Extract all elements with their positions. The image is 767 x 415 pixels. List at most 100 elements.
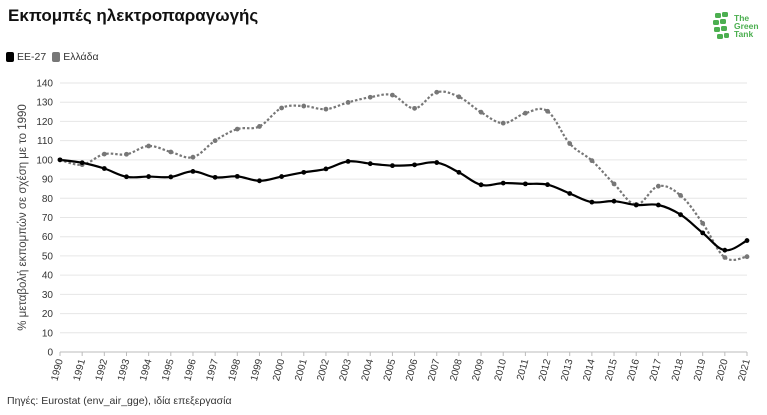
x-tick-label: 2015 (604, 358, 620, 383)
series-line-greece (59, 90, 748, 262)
y-tick-label: 30 (42, 290, 54, 301)
data-point-greece[interactable] (124, 151, 129, 157)
data-point-eu27[interactable] (655, 202, 661, 208)
data-point-greece[interactable] (500, 120, 506, 126)
legend-label-eu27: ΕΕ-27 (17, 51, 47, 63)
x-tick-label: 2001 (293, 358, 309, 383)
data-point-greece[interactable] (168, 149, 174, 155)
y-tick-label: 90 (42, 175, 54, 186)
x-tick-label: 1991 (72, 358, 88, 383)
x-tick-label: 1992 (94, 358, 110, 383)
data-point-eu27[interactable] (678, 212, 683, 218)
x-tick-label: 2020 (714, 358, 730, 383)
source-note: Πηγές: Eurostat (env_air_gge), ιδία επεξ… (7, 395, 232, 407)
data-point-eu27[interactable] (434, 160, 440, 165)
data-point-eu27[interactable] (478, 182, 484, 188)
data-point-greece[interactable] (279, 105, 285, 111)
y-tick-labels: 0 10 20 30 40 50 60 70 80 90 100 110 120 130 140 (36, 79, 53, 359)
series-points (57, 89, 750, 260)
data-point-greece[interactable] (234, 126, 240, 132)
data-point-eu27[interactable] (456, 169, 462, 175)
y-tick-label: 50 (42, 251, 54, 262)
data-point-greece[interactable] (722, 255, 728, 260)
y-tick-label: 140 (36, 79, 53, 90)
x-tick-label: 2000 (271, 358, 287, 383)
data-point-eu27[interactable] (323, 166, 329, 172)
data-point-eu27[interactable] (212, 174, 218, 180)
data-point-greece[interactable] (589, 158, 595, 164)
data-point-eu27[interactable] (190, 168, 196, 174)
x-tick-label: 2009 (471, 358, 487, 383)
y-tick-label: 20 (42, 309, 54, 320)
data-point-eu27[interactable] (234, 173, 240, 179)
logo-wordmark: The Green Tank (734, 13, 759, 39)
data-point-eu27[interactable] (101, 166, 107, 171)
x-tick-label: 2005 (382, 358, 398, 383)
data-point-greece[interactable] (611, 181, 617, 187)
data-point-eu27[interactable] (257, 178, 262, 184)
data-point-eu27[interactable] (633, 202, 639, 208)
data-point-greece[interactable] (345, 100, 351, 105)
x-tick-label: 2018 (670, 358, 686, 383)
data-point-greece[interactable] (367, 94, 373, 100)
legend-item-eu27[interactable]: ΕΕ-27 (6, 51, 46, 63)
data-point-eu27[interactable] (301, 169, 307, 175)
data-point-eu27[interactable] (522, 181, 528, 187)
data-point-eu27[interactable] (500, 180, 506, 186)
x-tick-label: 2007 (426, 358, 442, 383)
data-point-greece[interactable] (478, 109, 484, 115)
data-point-eu27[interactable] (545, 182, 550, 188)
x-tick-label: 2010 (493, 358, 509, 383)
x-tick-label: 1996 (182, 358, 198, 383)
legend-item-greece[interactable]: Ελλάδα (52, 51, 99, 63)
data-point-greece[interactable] (456, 94, 462, 100)
y-tick-label: 60 (42, 232, 54, 243)
data-point-greece[interactable] (146, 143, 152, 149)
data-point-greece[interactable] (212, 138, 218, 144)
data-point-greece[interactable] (301, 103, 307, 109)
x-tick-label: 1997 (205, 358, 221, 383)
data-point-greece[interactable] (390, 92, 395, 98)
data-point-eu27[interactable] (124, 174, 129, 180)
x-tick-labels: 1990 1991 1992 1993 1994 1995 1996 1997 1998 1999… (50, 352, 753, 382)
data-point-greece[interactable] (545, 108, 550, 114)
data-point-eu27[interactable] (57, 157, 63, 163)
data-point-greece[interactable] (567, 141, 573, 146)
data-point-greece[interactable] (700, 220, 706, 226)
the-green-tank-logo: The Green Tank (712, 10, 762, 42)
data-point-eu27[interactable] (567, 191, 573, 196)
data-point-eu27[interactable] (744, 238, 750, 243)
data-point-eu27[interactable] (345, 158, 351, 164)
data-point-greece[interactable] (257, 124, 262, 129)
y-tick-label: 80 (42, 194, 54, 205)
x-tick-label: 1995 (160, 358, 176, 383)
data-point-eu27[interactable] (367, 161, 373, 167)
data-point-eu27[interactable] (700, 230, 706, 236)
data-point-eu27[interactable] (279, 174, 285, 179)
data-point-eu27[interactable] (168, 174, 174, 180)
x-tick-label: 1990 (50, 358, 66, 383)
x-tick-label: 2006 (404, 358, 420, 383)
data-point-greece[interactable] (655, 183, 661, 189)
data-point-eu27[interactable] (611, 198, 617, 204)
data-point-greece[interactable] (434, 89, 440, 95)
data-point-greece[interactable] (522, 110, 528, 116)
data-point-greece[interactable] (190, 154, 196, 160)
data-point-greece[interactable] (101, 151, 107, 157)
data-point-greece[interactable] (744, 254, 750, 260)
x-tick-label: 2016 (626, 358, 642, 383)
data-point-eu27[interactable] (412, 162, 417, 168)
x-tick-label: 2021 (737, 358, 753, 383)
legend-label-greece: Ελλάδα (63, 51, 99, 63)
data-point-eu27[interactable] (589, 199, 595, 205)
legend-swatch-eu27 (6, 52, 14, 62)
data-point-eu27[interactable] (79, 160, 85, 166)
y-tick-label: 130 (36, 98, 53, 109)
data-point-eu27[interactable] (722, 247, 728, 253)
data-point-greece[interactable] (323, 106, 329, 112)
grid-lines (60, 82, 747, 353)
data-point-greece[interactable] (412, 105, 417, 111)
data-point-eu27[interactable] (390, 163, 395, 169)
data-point-eu27[interactable] (146, 174, 152, 179)
data-point-greece[interactable] (678, 193, 683, 198)
